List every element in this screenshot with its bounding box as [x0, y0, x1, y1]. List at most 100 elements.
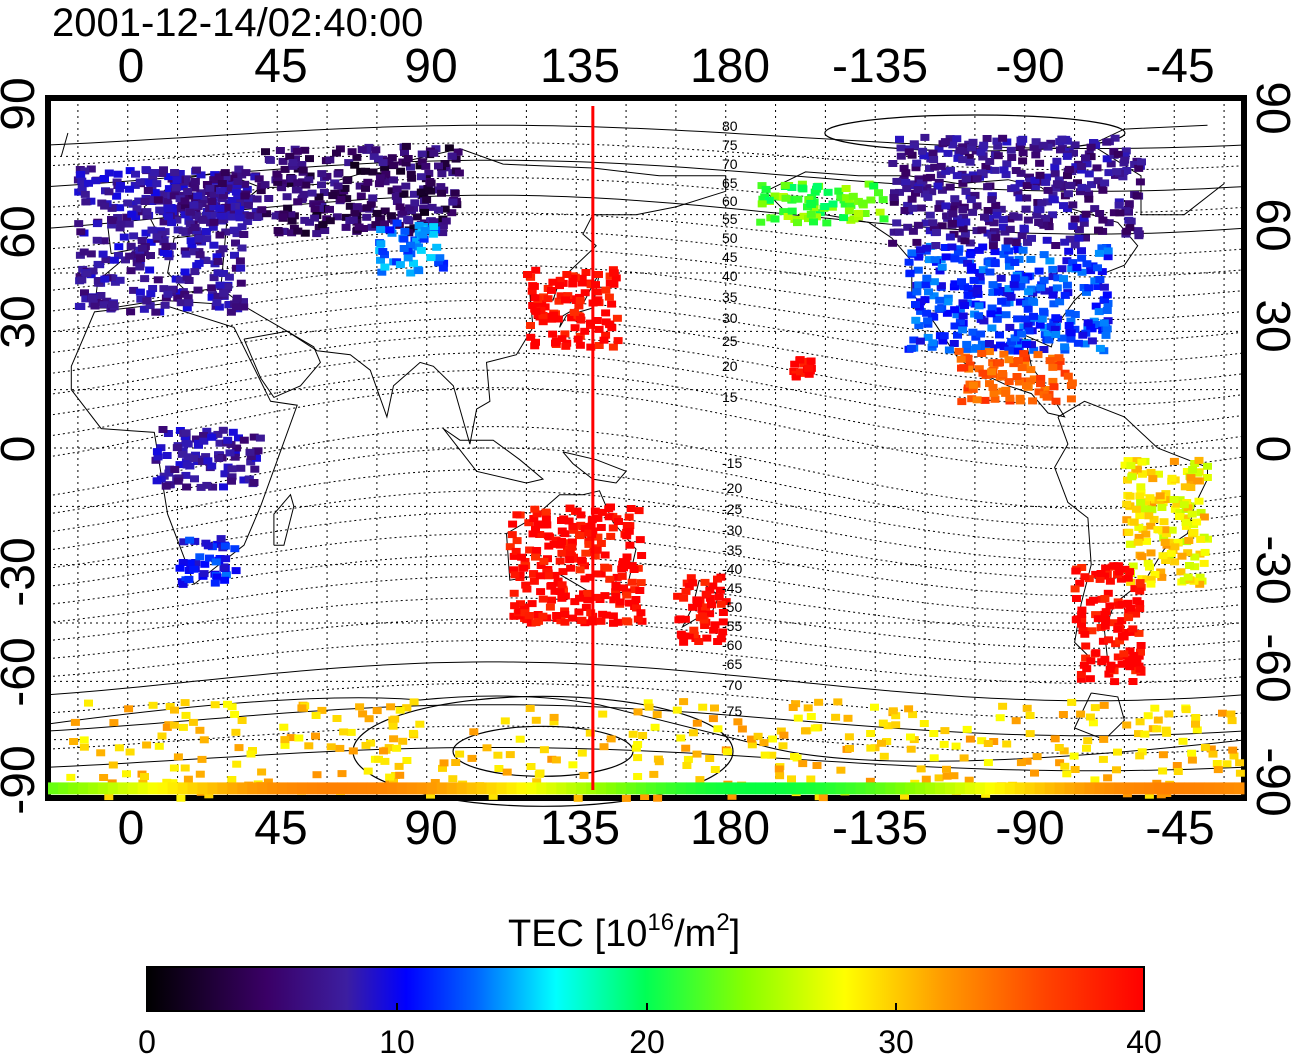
mlat-label: 30 [722, 310, 738, 326]
tec-cell [846, 201, 856, 209]
tec-cell [894, 228, 904, 236]
tec-cell [531, 525, 540, 533]
tec-cell [912, 288, 922, 296]
tec-cell [227, 197, 237, 204]
tec-cell [1077, 611, 1087, 618]
tec-cell [966, 196, 976, 204]
tec-cell [136, 295, 146, 303]
tec-cell [1135, 605, 1145, 613]
tec-cell [357, 782, 368, 795]
tec-cell [1048, 191, 1058, 199]
tec-cell [609, 619, 618, 627]
tec-cell [1186, 478, 1196, 485]
tec-cell [1229, 752, 1239, 760]
tec-cell [1140, 730, 1150, 738]
tec-cell [100, 202, 110, 210]
tec-cell [1062, 137, 1072, 145]
tec-cell [1141, 498, 1150, 506]
tec-cell [232, 760, 242, 768]
tec-cell [278, 179, 287, 187]
tec-cell [955, 146, 965, 154]
tec-cell [1123, 457, 1133, 465]
tec-cell [950, 195, 960, 203]
tec-cell [87, 295, 97, 302]
tec-cell [953, 154, 963, 162]
tec-cell [447, 209, 457, 217]
tec-cell [529, 282, 539, 290]
tec-cell [1004, 356, 1014, 364]
tec-cell [146, 290, 156, 298]
tec-cell [905, 269, 915, 277]
tec-cell [224, 273, 234, 281]
tec-cell [512, 511, 522, 519]
tec-cell [839, 214, 849, 222]
tec-cell [611, 593, 621, 600]
tec-cell [1001, 311, 1011, 319]
tec-cell [199, 196, 209, 203]
tec-cell [1030, 183, 1040, 191]
tec-cell [915, 337, 925, 345]
tec-cell [882, 738, 892, 745]
tec-cell [535, 572, 545, 580]
tec-cell [1150, 571, 1160, 578]
tec-cell [500, 717, 510, 725]
tec-cell [195, 770, 205, 778]
tec-cell [164, 185, 174, 193]
tec-cell [108, 300, 117, 308]
tec-cell [508, 520, 518, 528]
tec-cell [1117, 660, 1127, 668]
tec-cell [611, 274, 621, 282]
tec-cell [959, 754, 969, 762]
tec-cell [843, 714, 853, 722]
tec-cell [575, 313, 585, 321]
tec-cell [1134, 533, 1144, 541]
tec-cell [169, 721, 179, 729]
tec-cell [954, 245, 964, 253]
tec-cell [575, 341, 585, 349]
tec-cell [380, 164, 390, 172]
lat-label-right: -90 [1246, 747, 1292, 816]
tec-cell [1025, 730, 1035, 738]
tec-cell [249, 433, 259, 441]
tec-cell [152, 448, 162, 456]
tec-cell [412, 213, 422, 221]
tec-cell [854, 209, 863, 217]
tec-cell [1086, 143, 1096, 151]
coastline [1054, 400, 1208, 663]
tec-cell [378, 159, 388, 167]
tec-cell [793, 195, 803, 203]
tec-cell [904, 258, 914, 266]
tec-cell [190, 177, 200, 185]
tec-cell [1206, 745, 1216, 753]
tec-cell [755, 782, 767, 795]
tec-cell [1050, 325, 1060, 333]
lat-label-right: 0 [1246, 436, 1292, 463]
tec-cell [1095, 210, 1105, 217]
tec-cell [207, 782, 218, 795]
tec-cell [701, 603, 711, 611]
tec-cell [122, 770, 131, 778]
tec-cell [961, 175, 971, 183]
tec-cell [923, 193, 933, 201]
tec-cell [1069, 149, 1078, 157]
tec-cell [953, 215, 962, 223]
mlat-label: -20 [722, 480, 742, 496]
tec-cell [1094, 249, 1104, 257]
tec-cell [1203, 462, 1212, 470]
mlat-contour [47, 194, 1245, 235]
tec-cell [1017, 138, 1026, 146]
coastline [60, 132, 69, 157]
tec-cell [416, 246, 426, 254]
tec-cell [448, 198, 458, 206]
tec-cell [1103, 300, 1113, 307]
tec-cell [745, 782, 757, 795]
tec-cell [1025, 173, 1034, 181]
tec-cell [1055, 759, 1065, 767]
tec-cell [131, 170, 140, 178]
tec-cell [1143, 559, 1153, 567]
tec-cell [380, 178, 390, 186]
tec-cell [152, 233, 162, 241]
tec-cell [1044, 782, 1056, 795]
tec-cell [968, 208, 978, 216]
tec-cell [1049, 300, 1059, 308]
